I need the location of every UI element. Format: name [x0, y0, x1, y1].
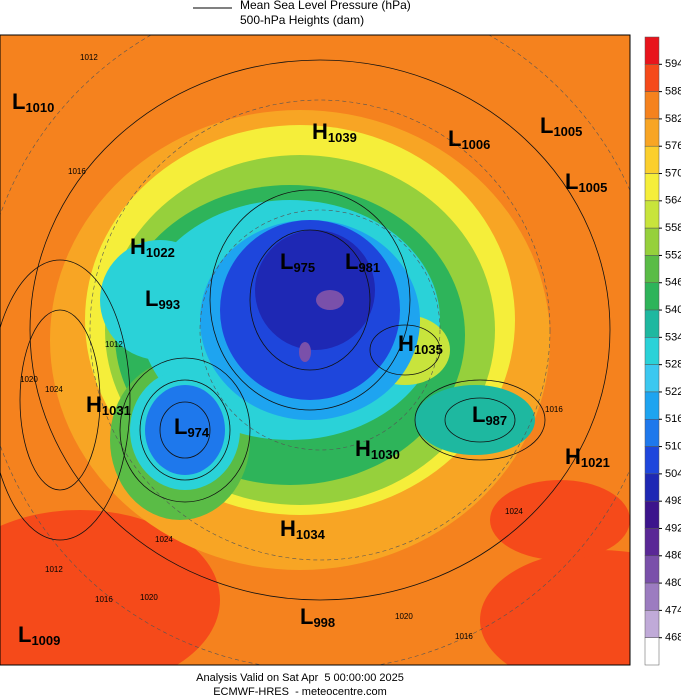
map-frame: [0, 34, 631, 666]
colorbar-swatch: [644, 419, 660, 447]
pressure-center: H1034: [280, 516, 326, 543]
colorbar-swatch: [644, 610, 660, 638]
contour-label: 1016: [68, 167, 86, 176]
colorbar-tick-label: 576: [665, 140, 681, 152]
colorbar-swatch: [644, 200, 660, 229]
colorbar-swatch: [644, 282, 660, 311]
pressure-center: L987: [472, 402, 507, 429]
pressure-center: H1030: [355, 436, 400, 463]
colorbar-tick-label: 528: [665, 359, 681, 371]
colorbar-swatch: [644, 364, 660, 393]
contour-labels: 1012 1016 1012 1020 1024 1012 1016 1020 …: [20, 53, 563, 641]
legend-line-label: Mean Sea Level Pressure (hPa): [240, 0, 411, 12]
contour-label: 1020: [20, 375, 38, 384]
pressure-center: L1009: [18, 622, 60, 649]
colorbar-swatch: [644, 446, 660, 475]
colorbar-tick-label: 588: [665, 86, 681, 98]
footer-valid-time: Analysis Valid on Sat Apr 5 00:00:00 202…: [196, 672, 404, 684]
colorbar-swatch: [644, 64, 660, 92]
colorbar-tick-label: 594: [665, 58, 681, 70]
pressure-center: L1005: [540, 113, 582, 140]
contour-label: 1012: [45, 565, 63, 574]
colorbar-swatch: [644, 637, 660, 666]
colorbar-tick-label: 480: [665, 577, 681, 589]
pressure-center: H1035: [398, 331, 443, 358]
colorbar-swatch: [644, 227, 660, 256]
contour-label: 1016: [455, 632, 473, 641]
colorbar-tick-label: 522: [665, 386, 681, 398]
colorbar: 594 588 582 576 570 564 558 552 546 540 534 528 522 5…: [644, 36, 681, 666]
colorbar-tick-label: 486: [665, 550, 681, 562]
colorbar-swatch: [644, 528, 660, 557]
colorbar-tick-label: 534: [665, 331, 681, 343]
legend-fill-label: 500-hPa Heights (dam): [240, 13, 364, 27]
pressure-center: L998: [300, 604, 335, 631]
colorbar-tick-label: 570: [665, 167, 681, 179]
colorbar-tick-label: 474: [665, 604, 681, 616]
pressure-center: L993: [145, 286, 180, 313]
colorbar-tick-label: 552: [665, 249, 681, 261]
colorbar-swatch: [644, 118, 660, 147]
contour-label: 1016: [95, 595, 113, 604]
contour-label: 1024: [45, 385, 63, 394]
colorbar-tick-label: 468: [665, 632, 681, 644]
colorbar-swatch: [644, 255, 660, 283]
colorbar-tick-label: 546: [665, 277, 681, 289]
pressure-center: H1021: [565, 444, 610, 471]
colorbar-tick-label: 498: [665, 495, 681, 507]
pressure-center: H1039: [312, 119, 357, 146]
contour-label: 1012: [80, 53, 98, 62]
colorbar-swatch: [644, 391, 660, 420]
pressure-center: H1031: [86, 392, 131, 419]
colorbar-swatch: [644, 582, 660, 611]
pressure-center: L975: [280, 249, 315, 276]
contour-label: 1020: [395, 612, 413, 621]
colorbar-swatch: [644, 473, 660, 502]
colorbar-tick-label: 516: [665, 413, 681, 425]
colorbar-swatch: [644, 173, 660, 202]
contour-label: 1016: [545, 405, 563, 414]
colorbar-tick-label: 504: [665, 468, 681, 480]
colorbar-swatch: [644, 91, 660, 120]
pressure-center: L974: [174, 414, 210, 441]
pressure-center: L1006: [448, 126, 490, 153]
colorbar-tick-label: 582: [665, 113, 681, 125]
contour-label: 1012: [105, 340, 123, 349]
pressure-center: L1005: [565, 169, 607, 196]
colorbar-tick-label: 558: [665, 222, 681, 234]
colorbar-tick-label: 510: [665, 440, 681, 452]
colorbar-swatch: [644, 337, 660, 365]
colorbar-tick-label: 492: [665, 522, 681, 534]
colorbar-tick-label: 564: [665, 195, 681, 207]
colorbar-swatch: [644, 500, 660, 529]
contour-label: 1024: [505, 507, 523, 516]
colorbar-swatch: [644, 555, 660, 584]
footer-source: ECMWF-HRES - meteocentre.com: [213, 686, 387, 698]
contour-label: 1024: [155, 535, 173, 544]
colorbar-swatch: [644, 145, 660, 174]
pressure-center: L1010: [12, 89, 54, 116]
pressure-center: L981: [345, 249, 380, 276]
colorbar-tick-label: 540: [665, 304, 681, 316]
pressure-centers: L1010 H1039 L1006 L1005 L1005 H1022 L975…: [12, 89, 610, 649]
colorbar-swatch: [644, 309, 660, 338]
pressure-center: H1022: [130, 234, 175, 261]
contour-label: 1020: [140, 593, 158, 602]
colorbar-swatch: [644, 36, 660, 65]
